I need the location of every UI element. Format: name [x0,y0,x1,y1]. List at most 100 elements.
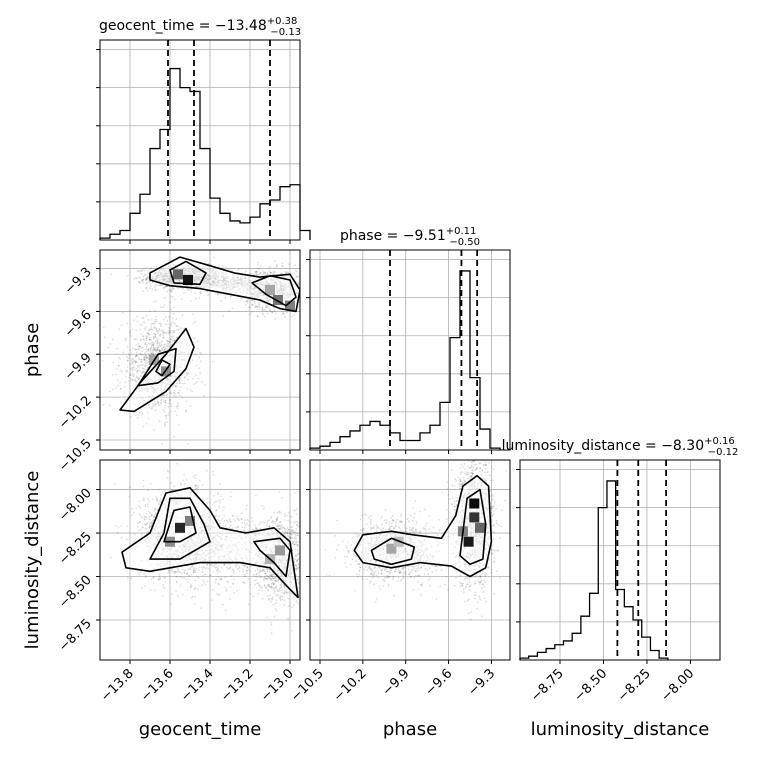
sample-point [166,348,169,351]
sample-point [268,308,271,310]
sample-point [285,271,288,274]
sample-point [165,394,168,396]
sample-point [218,593,221,596]
sample-point [269,266,271,268]
y-tick-label: −9.9 [62,351,95,384]
sample-point [167,340,170,342]
sample-point [172,395,175,397]
sample-point [110,273,113,276]
sample-point [135,384,137,387]
sample-point [159,284,162,287]
sample-point [149,512,152,514]
sample-point [140,272,143,275]
sample-point [177,595,179,598]
sample-point [131,328,134,331]
sample-point [196,588,199,591]
sample-point [119,357,122,360]
sample-point [301,291,303,293]
sample-point [188,567,191,569]
sample-point [142,485,145,488]
sample-point [159,334,162,337]
sample-point [149,280,151,283]
sample-point [166,285,168,288]
sample-point [187,568,190,571]
sample-point [148,516,151,519]
sample-point [145,337,148,340]
sample-point [203,384,206,386]
sample-point [180,386,182,389]
sample-point [134,348,137,351]
sample-point [144,505,147,508]
sample-point [164,323,167,326]
sample-point [164,285,167,287]
sample-point [142,425,145,428]
sample-point [140,408,143,411]
sample-point [186,589,189,591]
sample-point [131,371,134,374]
sample-point [135,367,138,370]
sample-point [142,279,145,282]
sample-point [156,342,158,345]
sample-point [265,305,268,308]
sample-point [255,270,257,273]
sample-point [129,332,132,335]
sample-point [211,360,214,363]
sample-point [183,571,186,573]
sample-point [156,339,159,342]
sample-point [145,278,148,281]
sample-point [255,304,257,307]
sample-point [119,388,122,390]
sample-point [122,351,125,354]
sample-point [161,340,164,342]
sample-point [136,417,139,419]
sample-point [193,383,196,385]
sample-point [151,281,154,284]
sample-point [184,382,186,385]
sample-point [144,274,147,277]
sample-point [168,391,171,394]
axes-frame [309,249,511,451]
panel-title-geocent_time: geocent_time = −13.48+0.38 −0.13 [99,16,301,38]
sample-point [154,318,156,321]
sample-point [142,268,144,271]
histogram-panel-geocent_time [96,39,311,244]
sample-point [227,521,230,523]
sample-point [154,409,157,412]
sample-point [117,365,120,367]
y-tick-label: −10.5 [56,436,95,475]
sample-point [158,322,161,325]
sample-point [151,288,154,291]
y-tick-label: −9.3 [62,265,95,298]
sample-point [260,265,262,268]
sample-point [153,332,155,335]
sample-point [135,277,137,279]
sample-point [187,288,189,291]
sample-point [138,365,141,367]
sample-point [149,338,152,341]
sample-point [126,366,129,368]
sample-point [175,414,178,416]
sample-point [165,316,167,319]
sample-point [183,473,186,476]
sample-point [194,457,196,459]
sample-point [142,281,144,284]
sample-point [267,312,269,315]
title-plus: +0.16 [704,436,735,447]
sample-point [189,388,192,391]
sample-point [141,350,144,352]
sample-point [135,381,138,384]
sample-point [140,375,143,378]
sample-point [165,331,167,333]
sample-point [297,275,299,278]
sample-point [263,308,265,311]
sample-point [135,329,138,332]
sample-point [160,306,162,308]
sample-point [194,474,197,476]
sample-point [154,322,157,325]
sample-point [170,295,172,297]
sample-point [136,370,139,373]
sample-point [281,265,284,267]
sample-point [179,382,181,384]
sample-point [134,361,137,363]
sample-point [154,404,157,407]
